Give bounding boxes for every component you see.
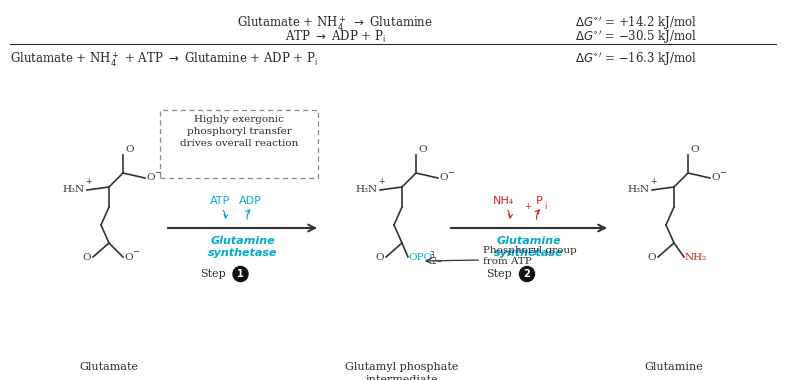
Circle shape [520, 266, 534, 282]
Text: NH₂: NH₂ [685, 252, 707, 261]
Text: +: + [524, 202, 531, 211]
Text: Glutamate: Glutamate [79, 362, 138, 372]
Text: −: − [447, 168, 454, 177]
Text: O: O [125, 145, 134, 154]
Text: H₃N: H₃N [63, 185, 85, 193]
Text: H₃N: H₃N [628, 185, 650, 193]
Text: 1: 1 [237, 269, 244, 279]
Text: Glutamyl phosphate
intermediate: Glutamyl phosphate intermediate [345, 362, 459, 380]
Text: O: O [648, 252, 656, 261]
Text: −: − [154, 168, 161, 177]
Text: ADP: ADP [239, 196, 262, 206]
Text: Glutamate + NH$_4^+$ + ATP $\rightarrow$ Glutamine + ADP + P$_\mathrm{i}$: Glutamate + NH$_4^+$ + ATP $\rightarrow$… [10, 50, 318, 69]
Text: O: O [439, 174, 447, 182]
Text: O: O [690, 145, 699, 154]
Text: O: O [124, 252, 133, 261]
Text: −: − [132, 247, 139, 256]
Text: P: P [535, 196, 542, 206]
Text: $\Delta G^{\circ\prime}$ = $-$30.5 kJ/mol: $\Delta G^{\circ\prime}$ = $-$30.5 kJ/mo… [575, 29, 697, 46]
Text: Highly exergonic
phosphoryl transfer
drives overall reaction: Highly exergonic phosphoryl transfer dri… [180, 115, 298, 148]
Circle shape [233, 266, 248, 282]
Text: +: + [378, 176, 384, 185]
Text: Step: Step [487, 269, 512, 279]
Bar [160, 110, 318, 178]
Text: −: − [719, 168, 726, 177]
Text: i: i [544, 202, 546, 211]
Text: 2: 2 [523, 269, 531, 279]
Text: O: O [146, 174, 155, 182]
Text: +: + [85, 176, 91, 185]
Text: Glutamine
synthetase: Glutamine synthetase [494, 236, 564, 258]
Text: Glutamine: Glutamine [645, 362, 703, 372]
Text: NH₄: NH₄ [494, 196, 515, 206]
Text: O: O [83, 252, 91, 261]
Text: H₃N: H₃N [356, 185, 378, 193]
Text: +: + [650, 176, 656, 185]
Text: Step: Step [200, 269, 226, 279]
Text: OPO: OPO [408, 252, 432, 261]
Text: ATP: ATP [211, 196, 230, 206]
Text: O: O [376, 252, 384, 261]
Text: ATP $\rightarrow$ ADP + P$_\mathrm{i}$: ATP $\rightarrow$ ADP + P$_\mathrm{i}$ [285, 29, 385, 45]
Text: Glutamine
synthetase: Glutamine synthetase [208, 236, 277, 258]
Text: $\Delta G^{\circ\prime}$ = $-$16.3 kJ/mol: $\Delta G^{\circ\prime}$ = $-$16.3 kJ/mo… [575, 50, 697, 68]
Text: 2−: 2− [432, 258, 443, 266]
Text: Glutamate + NH$_4^+$ $\rightarrow$ Glutamine: Glutamate + NH$_4^+$ $\rightarrow$ Gluta… [237, 14, 433, 33]
Text: O: O [418, 145, 427, 154]
Text: $\Delta G^{\circ\prime}$ = +14.2 kJ/mol: $\Delta G^{\circ\prime}$ = +14.2 kJ/mol [575, 14, 697, 32]
Text: Phosphoryl group
from ATP: Phosphoryl group from ATP [483, 245, 577, 266]
Text: 3: 3 [429, 250, 434, 260]
Text: O: O [711, 174, 720, 182]
